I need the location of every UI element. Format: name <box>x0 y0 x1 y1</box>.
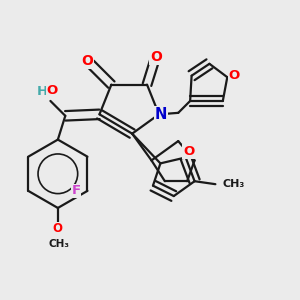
Text: CH₃: CH₃ <box>223 179 245 189</box>
Text: N: N <box>155 107 167 122</box>
Text: O: O <box>46 83 58 97</box>
Text: O: O <box>53 222 63 235</box>
Text: O: O <box>183 145 194 158</box>
Text: F: F <box>72 184 81 197</box>
Text: O: O <box>228 69 239 82</box>
Text: O: O <box>150 50 162 64</box>
Text: CH₃: CH₃ <box>49 239 70 249</box>
Text: H: H <box>36 85 47 98</box>
Text: O: O <box>81 54 93 68</box>
